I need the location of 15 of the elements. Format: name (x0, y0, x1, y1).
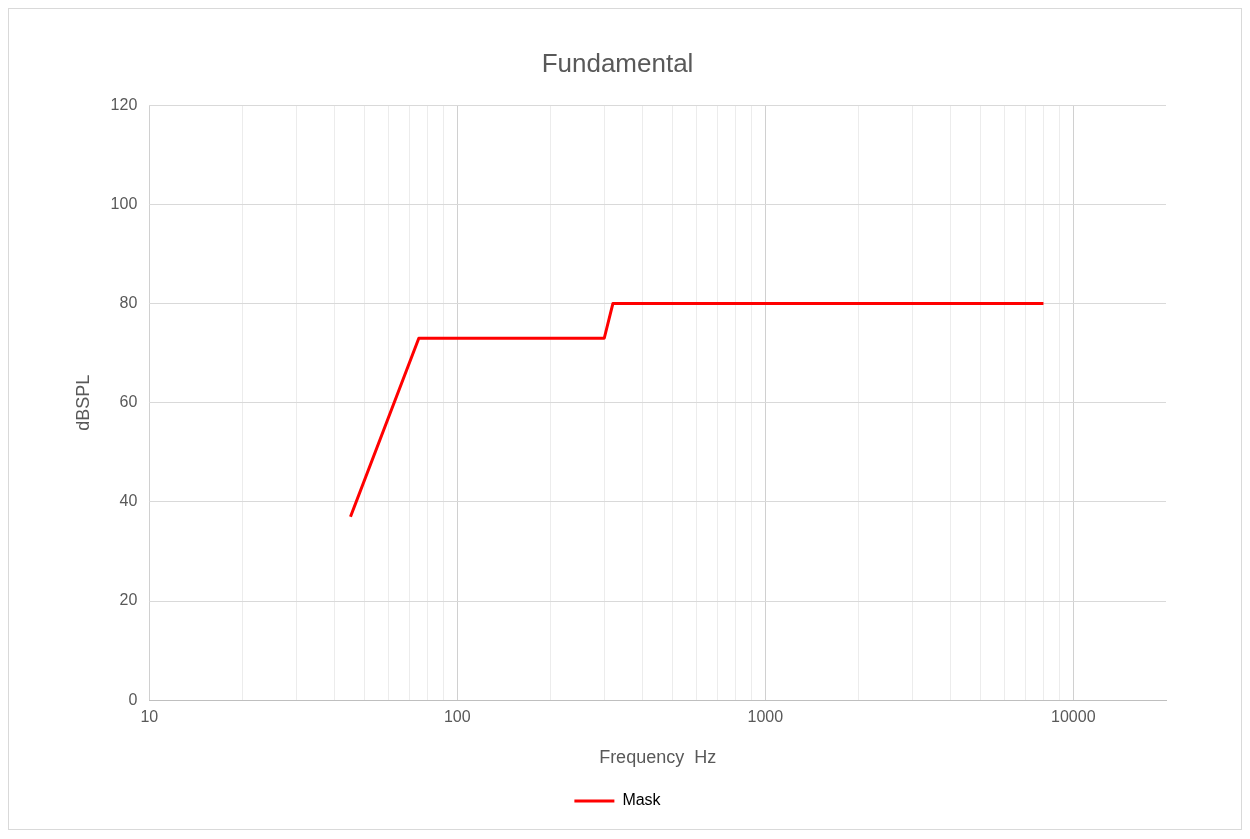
x-axis-title: Frequency Hz (599, 747, 717, 768)
y-tick-label: 80 (119, 293, 138, 311)
x-tick-label: 10000 (1051, 708, 1096, 726)
y-axis-title: dBSPL (72, 374, 93, 431)
y-tick-label: 0 (128, 690, 138, 708)
y-tick-label: 20 (119, 591, 138, 609)
x-tick-label: 10 (140, 708, 159, 726)
y-tick-label: 100 (110, 194, 138, 212)
y-tick-label: 40 (119, 492, 138, 510)
y-tick-label: 120 (110, 95, 138, 113)
x-tick-label: 100 (443, 708, 471, 726)
legend-label: Mask (622, 791, 662, 809)
y-tick-label: 60 (119, 393, 138, 411)
x-tick-label: 1000 (747, 708, 784, 726)
chart-title: Fundamental (541, 47, 694, 78)
